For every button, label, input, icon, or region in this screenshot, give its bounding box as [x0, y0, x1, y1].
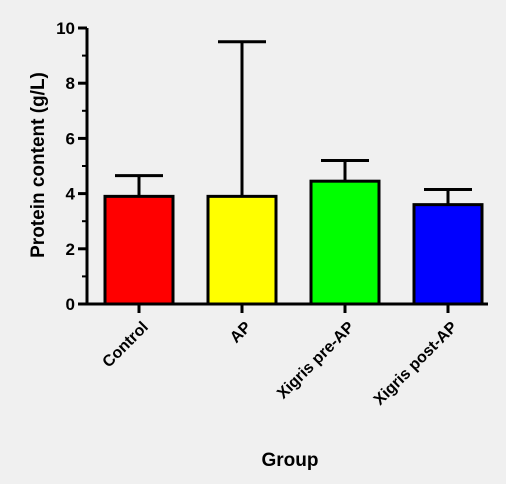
x-tick-label: Control [100, 319, 152, 371]
y-tick-label: 0 [66, 295, 75, 314]
bar [103, 194, 175, 306]
y-tick-label: 6 [66, 129, 75, 148]
bar-group [309, 158, 381, 306]
bar [412, 203, 484, 306]
x-tick-label: AP [227, 319, 255, 347]
y-tick-label: 4 [66, 185, 76, 204]
x-tick-label: Xigris post-AP [371, 319, 461, 409]
y-tick-label: 8 [66, 74, 75, 93]
y-axis-title: Protein content (g/L) [28, 72, 49, 258]
bar-group [206, 40, 278, 306]
bars [103, 40, 484, 306]
y-tick-label: 10 [56, 19, 75, 38]
x-axis-title: Group [262, 450, 319, 471]
bar-group [103, 174, 175, 306]
y-tick-label: 2 [66, 240, 75, 259]
bar [309, 179, 381, 306]
bar [206, 194, 278, 306]
bar-group [412, 187, 484, 306]
x-tick-label: Xigris pre-AP [274, 319, 358, 403]
